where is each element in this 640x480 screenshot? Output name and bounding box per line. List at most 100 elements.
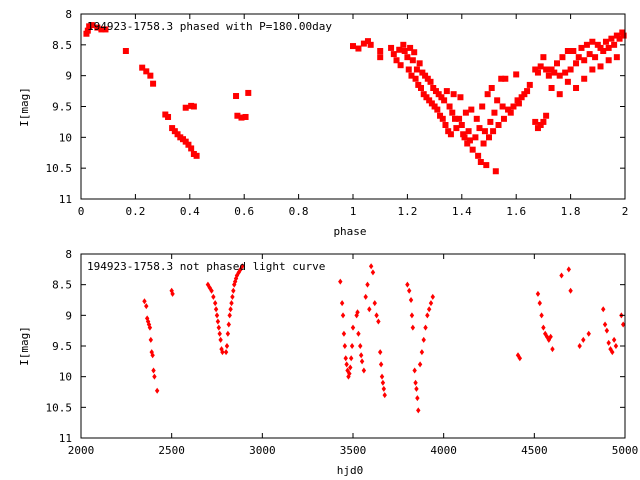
unphased-data-point — [601, 306, 606, 313]
unphased-data-point — [151, 367, 156, 374]
unphased-x-tick-label: 2000 — [68, 444, 95, 457]
unphased-data-point — [548, 333, 553, 340]
phased-x-tick-label: 0 — [78, 205, 85, 218]
unphased-data-point — [144, 303, 149, 310]
phased-x-tick-label: 1.6 — [506, 205, 526, 218]
phased-data-point — [540, 54, 547, 61]
phased-data-point — [404, 54, 411, 61]
phased-data-point — [567, 66, 574, 73]
phased-data-point — [507, 109, 514, 116]
phased-data-point — [401, 48, 408, 54]
phased-data-point — [543, 66, 550, 73]
phased-data-point — [526, 81, 533, 88]
unphased-data-point — [608, 346, 613, 353]
phased-data-point — [498, 75, 505, 82]
phased-y-tick-label: 9 — [65, 70, 72, 83]
unphased-data-point — [149, 349, 154, 356]
unphased-data-point — [147, 324, 153, 331]
phased-data-point — [575, 54, 582, 61]
phased-data-point — [423, 94, 430, 101]
unphased-y-tick-label: 10.5 — [46, 401, 73, 414]
phased-data-point — [165, 113, 172, 120]
phased-data-point — [594, 41, 601, 48]
unphased-data-point — [606, 339, 611, 346]
unphased-data-point — [338, 278, 343, 285]
unphased-data-point — [374, 312, 379, 319]
phased-data-point — [412, 75, 419, 82]
phased-x-tick-label: 1.8 — [561, 205, 581, 218]
phased-data-point — [600, 48, 607, 54]
phased-data-point — [438, 94, 445, 101]
phased-data-point — [510, 103, 517, 110]
phased-x-tick-label: 0.8 — [289, 205, 309, 218]
unphased-data-point — [611, 336, 617, 343]
phased-data-point — [481, 128, 488, 135]
unphased-x-tick-label: 2500 — [158, 444, 185, 457]
unphased-data-point — [365, 281, 370, 288]
phased-data-point — [355, 45, 362, 52]
unphased-x-tick-label: 3500 — [340, 444, 367, 457]
unphased-data-point — [620, 321, 626, 328]
unphased-data-point — [419, 349, 425, 356]
phased-data-point — [390, 51, 397, 58]
phased-panel: 0 0.2 0.4 0.6 0.8 1 1.2 1.4 1.6 1.8 2 8 8.5 9 9.5 10 10… — [18, 8, 628, 238]
phased-data-point — [492, 168, 499, 175]
unphased-data-point — [604, 327, 610, 334]
phased-data-point — [94, 24, 101, 31]
phased-data-point — [589, 38, 596, 45]
unphased-y-tick-label: 11 — [59, 432, 72, 445]
unphased-data-point — [226, 321, 231, 328]
unphased-data-point — [559, 272, 564, 279]
phased-x-axis-label: phase — [333, 225, 366, 238]
unphased-data-point — [581, 336, 586, 343]
unphased-data-point — [417, 361, 423, 368]
phased-points — [83, 22, 627, 175]
unphased-data-point — [535, 290, 541, 297]
phased-data-point — [548, 85, 555, 91]
unphased-y-tick-label: 8.5 — [52, 279, 72, 292]
unphased-data-point — [343, 355, 348, 362]
unphased-data-point — [430, 293, 435, 300]
phased-data-point — [476, 125, 483, 132]
phased-data-point — [393, 57, 400, 64]
phased-data-point — [174, 131, 181, 138]
unphased-data-point — [231, 287, 236, 294]
phased-data-point — [233, 93, 240, 100]
phased-data-point — [169, 125, 176, 132]
phased-data-point — [500, 115, 507, 122]
phased-data-point — [427, 78, 434, 85]
unphased-data-point — [223, 349, 229, 356]
unphased-data-point — [363, 293, 368, 300]
unphased-data-point — [170, 290, 175, 297]
phased-data-point — [377, 54, 384, 61]
phased-data-point — [608, 35, 615, 42]
phased-data-point — [564, 48, 571, 54]
unphased-data-point — [355, 309, 360, 316]
phased-data-point — [592, 54, 599, 61]
phased-data-point — [548, 66, 555, 73]
phased-data-point — [620, 32, 627, 39]
unphased-data-point — [537, 300, 542, 307]
phased-data-point — [188, 145, 195, 152]
phased-data-point — [364, 38, 371, 45]
phased-data-point — [453, 125, 460, 132]
phased-data-point — [432, 88, 439, 95]
unphased-data-point — [517, 355, 523, 362]
unphased-data-point — [211, 293, 216, 300]
phased-data-point — [559, 54, 566, 61]
phased-data-point — [422, 72, 429, 79]
phased-data-point — [190, 103, 197, 110]
unphased-data-point — [142, 298, 147, 305]
phased-data-point — [473, 115, 480, 122]
unphased-y-axis-label: I[mag] — [18, 326, 31, 366]
phased-y-tick-labels: 8 8.5 9 9.5 10 10.5 11 — [46, 8, 73, 206]
phased-data-point — [465, 128, 472, 135]
unphased-data-point — [148, 336, 154, 343]
phased-data-point — [182, 104, 189, 111]
unphased-data-point — [368, 263, 374, 270]
phased-data-point — [564, 78, 571, 85]
unphased-data-point — [227, 312, 232, 319]
phased-data-point — [185, 141, 192, 148]
unphased-data-point — [426, 306, 432, 313]
unphased-data-point — [232, 278, 238, 285]
